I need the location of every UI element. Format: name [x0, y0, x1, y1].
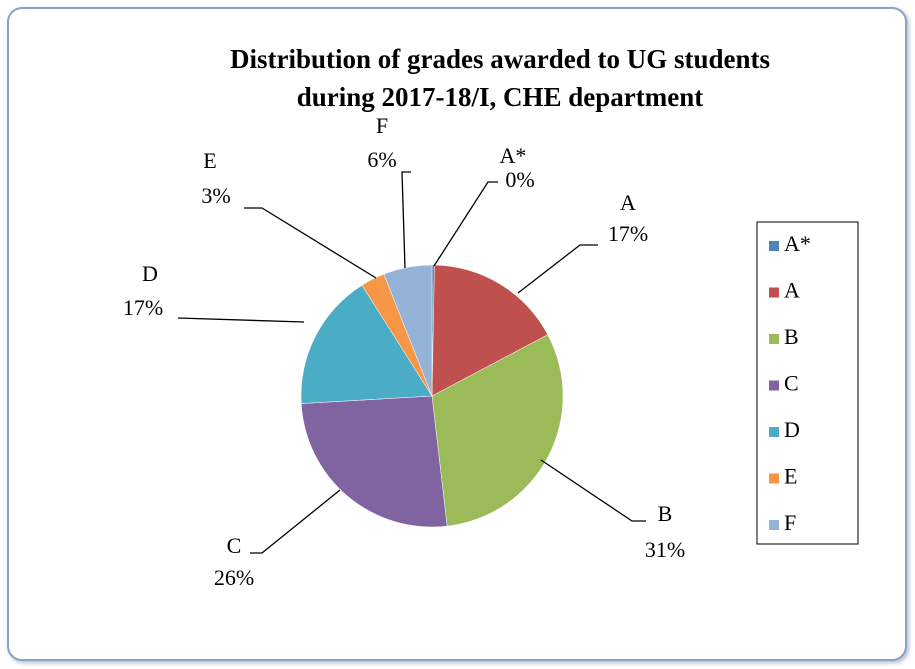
pie-slice: [300, 395, 448, 528]
slice-label-name: E: [203, 148, 216, 173]
legend-label: B: [784, 324, 799, 349]
legend-label: D: [784, 417, 800, 442]
legend-swatch: [769, 241, 779, 251]
legend-swatch: [769, 380, 779, 391]
legend-label: E: [784, 464, 797, 489]
pie-slice: [300, 284, 433, 404]
leader-line: [540, 459, 646, 522]
leader-line: [244, 207, 377, 279]
legend-label: F: [784, 510, 796, 535]
legend-swatch: [769, 287, 779, 298]
slice-label-value: 17%: [123, 295, 163, 320]
leader-line: [517, 244, 598, 294]
slice-label-name: D: [142, 261, 158, 286]
legend-label: C: [784, 371, 799, 396]
legend-label: A: [784, 278, 800, 303]
slice-label-value: 3%: [201, 183, 230, 208]
legend-swatch: [769, 427, 779, 437]
leader-line: [401, 171, 411, 269]
slice-label-value: 26%: [214, 565, 254, 590]
chart-title: Distribution of grades awarded to UG stu…: [230, 44, 770, 74]
pie-slice: [431, 264, 549, 397]
slice-label-name: F: [376, 113, 388, 138]
slice-label-name: B: [658, 501, 673, 526]
leader-line: [177, 317, 305, 323]
leader-line: [433, 181, 498, 267]
slice-label-value: 0%: [505, 167, 534, 192]
legend-swatch: [769, 520, 779, 530]
pie-slice: [431, 334, 564, 527]
slice-label-name: C: [227, 533, 242, 558]
slice-label-name: A*: [500, 143, 527, 168]
slice-label-name: A: [620, 190, 636, 215]
legend-swatch: [769, 334, 779, 344]
legend-swatch: [769, 473, 779, 484]
leader-line: [250, 489, 341, 554]
slice-label-value: 6%: [367, 147, 396, 172]
legend-label: A*: [784, 231, 811, 256]
slice-label-value: 31%: [645, 537, 685, 562]
pie-slice: [383, 264, 433, 397]
slice-label-value: 17%: [608, 221, 648, 246]
chart-title: during 2017-18/I, CHE department: [297, 82, 704, 112]
